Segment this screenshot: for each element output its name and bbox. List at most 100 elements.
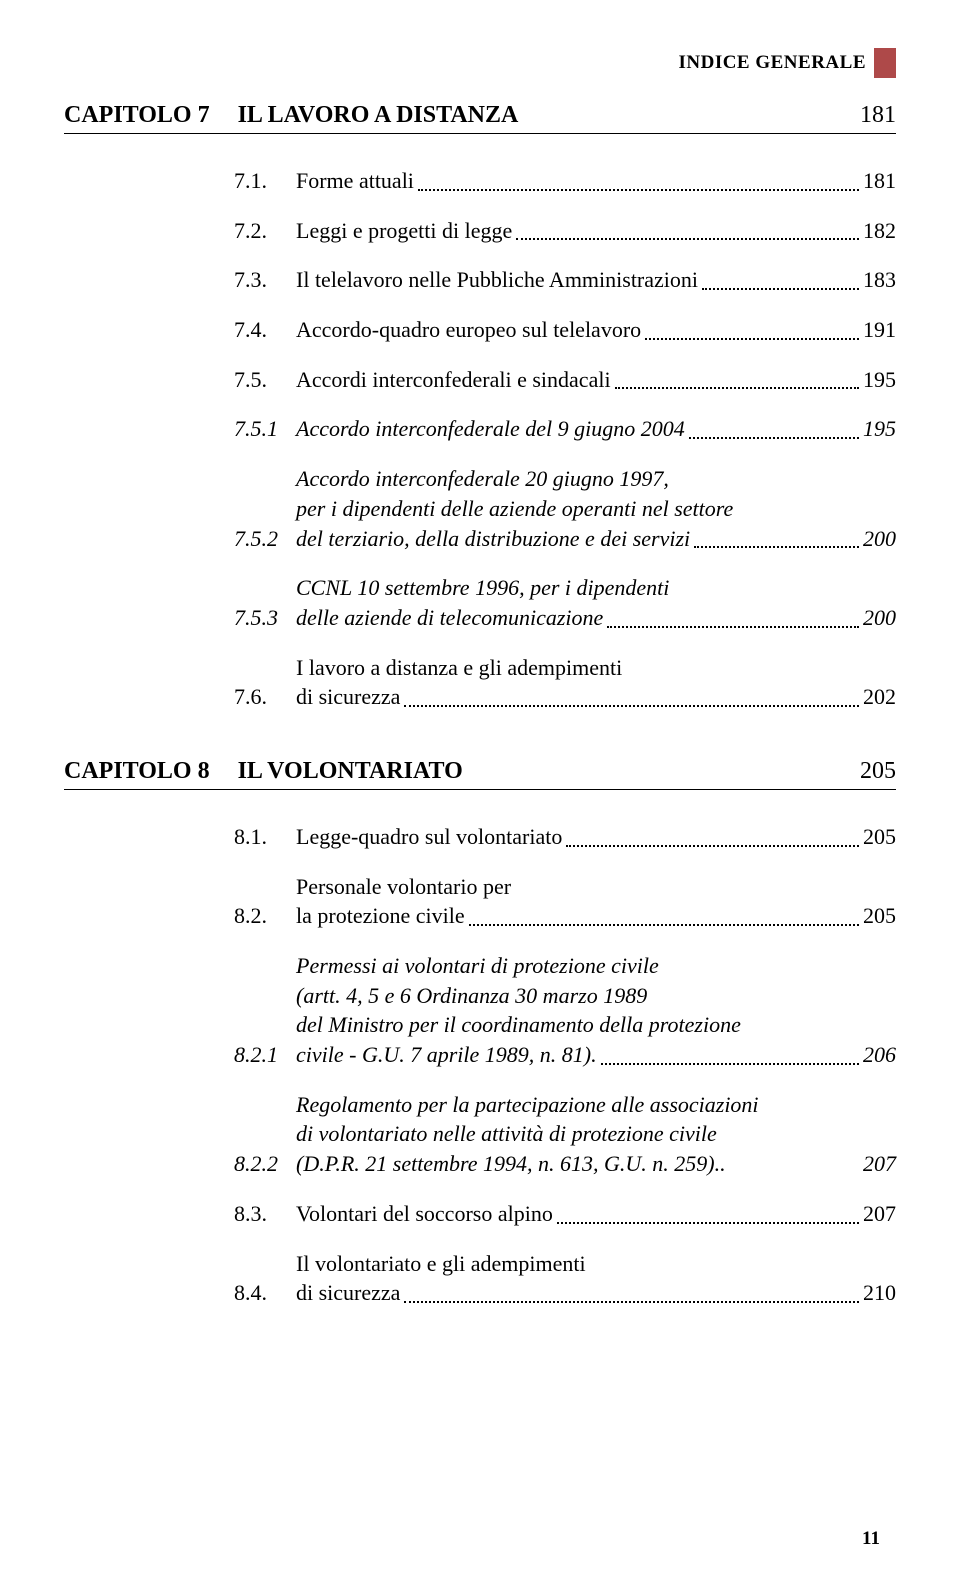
toc-entry: 8.3.Volontari del soccorso alpino207 xyxy=(234,1199,896,1229)
toc-entry-page: 207 xyxy=(863,1149,896,1179)
chapter-page: 205 xyxy=(860,758,896,785)
toc-entry-page: 207 xyxy=(863,1199,896,1229)
toc-entry: 8.2.2Regolamento per la partecipazione a… xyxy=(234,1090,896,1179)
toc-entry-last-line: Il telelavoro nelle Pubbliche Amministra… xyxy=(296,265,896,295)
toc-entry-page: 200 xyxy=(863,524,896,554)
chapter-page: 181 xyxy=(860,102,896,129)
toc-entry-last-line: Accordo-quadro europeo sul telelavoro 191 xyxy=(296,315,896,345)
toc-entry-last-text: Accordo interconfederale del 9 giugno 20… xyxy=(296,414,685,444)
toc-entry-last-text: delle aziende di telecomunicazione xyxy=(296,603,603,633)
toc-entry-number: 8.2.2 xyxy=(234,1149,296,1179)
dot-leader xyxy=(469,924,859,926)
dot-leader xyxy=(601,1063,859,1065)
toc-entry-last-text: Accordo-quadro europeo sul telelavoro xyxy=(296,315,641,345)
toc-entry-last-line: (D.P.R. 21 settembre 1994, n. 613, G.U. … xyxy=(296,1149,896,1179)
toc-entry-last-line: Accordo interconfederale del 9 giugno 20… xyxy=(296,414,896,444)
toc-content: CAPITOLO 7IL LAVORO A DISTANZA1817.1.For… xyxy=(64,102,896,1308)
toc-entry-last-text: Forme attuali xyxy=(296,166,414,196)
toc-entry-number: 8.1. xyxy=(234,822,296,852)
toc-entry-text: CCNL 10 settembre 1996, per i dipendenti… xyxy=(296,573,896,632)
toc-entry-number: 7.2. xyxy=(234,216,296,246)
toc-entry-text: I lavoro a distanza e gli adempimentidi … xyxy=(296,653,896,712)
toc-entry-line: Il volontariato e gli adempimenti xyxy=(296,1249,896,1279)
toc-entry-text: Accordo-quadro europeo sul telelavoro 191 xyxy=(296,315,896,345)
toc-entry-last-text: civile - G.U. 7 aprile 1989, n. 81). xyxy=(296,1040,597,1070)
chapter-label: CAPITOLO 8 xyxy=(64,758,210,785)
page-number: 11 xyxy=(862,1528,880,1550)
toc-entry-page: 181 xyxy=(863,166,896,196)
toc-entry-number: 7.3. xyxy=(234,265,296,295)
toc-entry-last-text: la protezione civile xyxy=(296,901,465,931)
toc-entry-line: Regolamento per la partecipazione alle a… xyxy=(296,1090,896,1120)
toc-entry-page: 202 xyxy=(863,682,896,712)
dot-leader xyxy=(566,845,859,847)
toc-entry-last-line: civile - G.U. 7 aprile 1989, n. 81).206 xyxy=(296,1040,896,1070)
toc-entry-text: Forme attuali 181 xyxy=(296,166,896,196)
toc-entry-line: Personale volontario per xyxy=(296,872,896,902)
dot-leader xyxy=(645,338,859,340)
toc-entry-number: 7.6. xyxy=(234,682,296,712)
toc-entry-last-text: (D.P.R. 21 settembre 1994, n. 613, G.U. … xyxy=(296,1149,726,1179)
toc-entry-text: Accordi interconfederali e sindacali195 xyxy=(296,365,896,395)
toc-entry-last-text: di sicurezza xyxy=(296,682,400,712)
toc-entry-last-line: del terziario, della distribuzione e dei… xyxy=(296,524,896,554)
toc-entry-text: Accordo interconfederale 20 giugno 1997,… xyxy=(296,464,896,553)
toc-entry-page: 191 xyxy=(863,315,896,345)
toc-entry-last-text: Accordi interconfederali e sindacali xyxy=(296,365,611,395)
toc-entry-page: 195 xyxy=(863,414,896,444)
toc-entry: 7.5.3CCNL 10 settembre 1996, per i dipen… xyxy=(234,573,896,632)
header-label: INDICE GENERALE xyxy=(678,52,866,74)
toc-entry-text: Il volontariato e gli adempimentidi sicu… xyxy=(296,1249,896,1308)
toc-entries: 7.1.Forme attuali 181 7.2.Leggi e progetti… xyxy=(64,166,896,712)
toc-entry-line: del Ministro per il coordinamento della … xyxy=(296,1010,896,1040)
header-marker xyxy=(874,48,896,78)
toc-entry: 8.2.Personale volontario perla protezion… xyxy=(234,872,896,931)
toc-entry-last-line: Accordi interconfederali e sindacali195 xyxy=(296,365,896,395)
dot-leader xyxy=(689,437,859,439)
toc-entry-line: Permessi ai volontari di protezione civi… xyxy=(296,951,896,981)
toc-entry: 7.5.2Accordo interconfederale 20 giugno … xyxy=(234,464,896,553)
toc-entry-number: 8.4. xyxy=(234,1278,296,1308)
chapter-label: CAPITOLO 7 xyxy=(64,102,210,129)
dot-leader xyxy=(404,1301,859,1303)
toc-entry-last-line: Forme attuali 181 xyxy=(296,166,896,196)
toc-entry-page: 200 xyxy=(863,603,896,633)
toc-entry-number: 7.5. xyxy=(234,365,296,395)
toc-entry: 8.4.Il volontariato e gli adempimentidi … xyxy=(234,1249,896,1308)
dot-leader xyxy=(702,288,859,290)
toc-entry-line: di volontariato nelle attività di protez… xyxy=(296,1119,896,1149)
toc-entry-number: 7.4. xyxy=(234,315,296,345)
toc-entry-text: Legge-quadro sul volontariato205 xyxy=(296,822,896,852)
dot-leader xyxy=(557,1222,859,1224)
chapter-title: IL VOLONTARIATO xyxy=(238,758,848,785)
toc-entry-page: 205 xyxy=(863,901,896,931)
toc-entry-line: CCNL 10 settembre 1996, per i dipendenti xyxy=(296,573,896,603)
toc-entry-last-line: delle aziende di telecomunicazione 200 xyxy=(296,603,896,633)
toc-entry-page: 182 xyxy=(863,216,896,246)
toc-entry: 7.4.Accordo-quadro europeo sul telelavor… xyxy=(234,315,896,345)
toc-entry-number: 7.5.1 xyxy=(234,414,296,444)
toc-entry-text: Volontari del soccorso alpino207 xyxy=(296,1199,896,1229)
toc-entries: 8.1.Legge-quadro sul volontariato205 8.2.… xyxy=(64,822,896,1308)
toc-entry-last-line: Leggi e progetti di legge 182 xyxy=(296,216,896,246)
toc-entry-last-text: Leggi e progetti di legge xyxy=(296,216,512,246)
dot-leader xyxy=(418,189,859,191)
toc-entry-line: I lavoro a distanza e gli adempimenti xyxy=(296,653,896,683)
dot-leader xyxy=(404,705,859,707)
dot-leader xyxy=(607,626,859,628)
toc-entry: 7.2.Leggi e progetti di legge 182 xyxy=(234,216,896,246)
toc-entry: 7.1.Forme attuali 181 xyxy=(234,166,896,196)
dot-leader xyxy=(694,546,859,548)
toc-entry: 8.2.1Permessi ai volontari di protezione… xyxy=(234,951,896,1070)
chapter-title: IL LAVORO A DISTANZA xyxy=(238,102,848,129)
toc-entry: 7.5.1Accordo interconfederale del 9 giug… xyxy=(234,414,896,444)
toc-entry-number: 8.3. xyxy=(234,1199,296,1229)
toc-entry: 7.3.Il telelavoro nelle Pubbliche Ammini… xyxy=(234,265,896,295)
toc-entry-last-text: di sicurezza xyxy=(296,1278,400,1308)
toc-entry-number: 7.1. xyxy=(234,166,296,196)
toc-entry-page: 183 xyxy=(863,265,896,295)
toc-entry-text: Il telelavoro nelle Pubbliche Amministra… xyxy=(296,265,896,295)
toc-entry: 7.6.I lavoro a distanza e gli adempiment… xyxy=(234,653,896,712)
toc-entry-text: Leggi e progetti di legge 182 xyxy=(296,216,896,246)
toc-entry-last-line: la protezione civile 205 xyxy=(296,901,896,931)
